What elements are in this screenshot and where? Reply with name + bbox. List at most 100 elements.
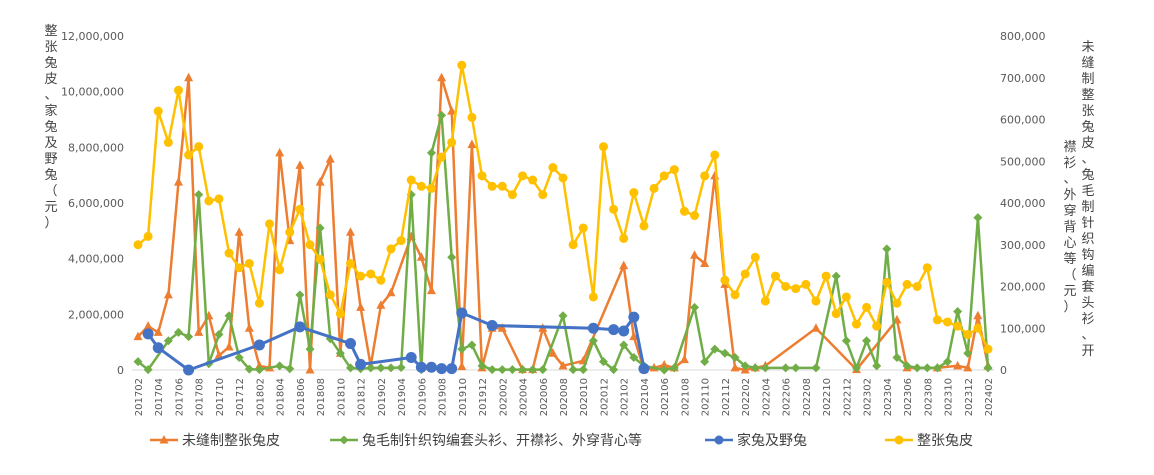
left-axis-label-char: 及 bbox=[44, 136, 58, 151]
y-left-tick-label: 10,000,000 bbox=[61, 86, 124, 99]
right-axis-label-char: 开 bbox=[1081, 344, 1095, 359]
data-point bbox=[406, 175, 416, 185]
data-point bbox=[426, 285, 436, 295]
right-axis-label-char: 衫 bbox=[1081, 312, 1095, 327]
data-point bbox=[932, 315, 942, 325]
x-tick-label: 202206 bbox=[782, 378, 793, 416]
x-tick-label: 202002 bbox=[498, 378, 509, 416]
data-point bbox=[872, 321, 882, 331]
data-point bbox=[811, 323, 821, 332]
data-point bbox=[902, 279, 912, 289]
left-axis-label-char: 整 bbox=[44, 24, 58, 39]
data-point bbox=[619, 340, 629, 350]
data-point bbox=[366, 269, 376, 279]
data-point bbox=[184, 332, 194, 342]
data-point bbox=[669, 363, 679, 373]
data-point bbox=[214, 330, 224, 340]
data-point bbox=[315, 177, 325, 186]
x-tick-label: 201904 bbox=[397, 378, 408, 416]
data-point bbox=[184, 150, 194, 160]
right-axis-label-char: 等 bbox=[1063, 252, 1077, 267]
right-axis-label-char: ） bbox=[1063, 300, 1077, 315]
data-point bbox=[609, 204, 619, 214]
x-tick-label: 202202 bbox=[741, 378, 752, 416]
data-point bbox=[609, 365, 619, 375]
data-point bbox=[973, 213, 983, 223]
x-tick-label: 201808 bbox=[316, 378, 327, 416]
legend-entry-label: 家兔及野兔 bbox=[737, 432, 807, 449]
data-point bbox=[518, 365, 528, 375]
x-tick-label: 202402 bbox=[984, 378, 995, 416]
data-point bbox=[690, 250, 700, 259]
data-point bbox=[295, 290, 305, 300]
data-point bbox=[244, 259, 254, 269]
data-point bbox=[153, 106, 163, 116]
data-point bbox=[346, 363, 355, 373]
data-point bbox=[436, 363, 448, 375]
data-point bbox=[143, 321, 153, 330]
right-axis-label-char: 张 bbox=[1081, 104, 1095, 119]
y-left-tick-label: 4,000,000 bbox=[68, 253, 124, 266]
data-point bbox=[578, 365, 588, 375]
y-left-tick-label: 2,000,000 bbox=[68, 308, 124, 321]
data-point bbox=[234, 263, 244, 273]
y-left-tick-label: 0 bbox=[117, 364, 124, 377]
data-point bbox=[538, 190, 548, 200]
data-point bbox=[194, 327, 204, 336]
data-point bbox=[425, 361, 437, 373]
x-tick-label: 202102 bbox=[620, 378, 631, 416]
data-point bbox=[882, 244, 892, 254]
data-point bbox=[415, 361, 427, 373]
y-right-tick-label: 300,000 bbox=[1000, 239, 1046, 252]
data-point bbox=[548, 163, 558, 173]
data-point bbox=[335, 309, 345, 319]
data-point bbox=[781, 282, 791, 291]
data-point bbox=[932, 363, 942, 373]
x-tick-label: 202110 bbox=[701, 378, 712, 416]
data-point bbox=[638, 363, 650, 375]
legend-marker bbox=[714, 435, 724, 445]
x-tick-label: 202108 bbox=[680, 378, 691, 416]
data-point bbox=[477, 361, 487, 371]
data-point bbox=[518, 171, 528, 181]
data-point bbox=[760, 296, 770, 306]
right-axis-label-char: 穿 bbox=[1063, 204, 1077, 219]
left-axis-label-char: 元 bbox=[44, 200, 58, 215]
left-axis-label-char: （ bbox=[44, 184, 58, 199]
right-axis-label-char: 缝 bbox=[1081, 56, 1095, 71]
data-point bbox=[152, 342, 164, 354]
x-tick-label: 202308 bbox=[923, 378, 934, 416]
data-point bbox=[173, 327, 183, 337]
data-point bbox=[275, 147, 285, 157]
right-axis-label-char: 头 bbox=[1081, 296, 1095, 311]
x-tick-label: 201710 bbox=[215, 378, 226, 416]
data-point bbox=[426, 148, 436, 158]
data-point bbox=[922, 263, 932, 273]
data-point bbox=[771, 271, 780, 281]
data-point bbox=[587, 322, 599, 334]
axes-layer: 0 2,000,000 4,000,000 6,000,000 8,000,000 10,… bbox=[61, 30, 1045, 416]
data-point bbox=[578, 223, 588, 233]
data-point bbox=[194, 190, 204, 200]
data-point bbox=[356, 271, 366, 281]
data-point bbox=[254, 365, 264, 375]
y-right-tick-label: 400,000 bbox=[1000, 197, 1046, 210]
data-point bbox=[973, 310, 983, 320]
right-axis-label-char: 背 bbox=[1063, 220, 1077, 235]
data-point bbox=[285, 364, 295, 374]
right-axis-label-char: 兔 bbox=[1081, 168, 1095, 183]
data-point bbox=[163, 289, 173, 299]
data-point bbox=[315, 254, 325, 264]
data-point bbox=[963, 362, 973, 372]
legend-entry-label: 兔毛制针织钩编套头衫、开襟衫、外穿背心等 bbox=[362, 432, 642, 449]
data-point bbox=[943, 357, 953, 367]
data-point bbox=[183, 364, 195, 376]
data-point bbox=[538, 365, 548, 375]
data-point bbox=[497, 365, 507, 375]
data-point bbox=[629, 188, 639, 198]
legend-entry-label: 未缝制整张兔皮 bbox=[182, 433, 280, 449]
data-point bbox=[841, 292, 851, 302]
data-point bbox=[690, 302, 700, 312]
